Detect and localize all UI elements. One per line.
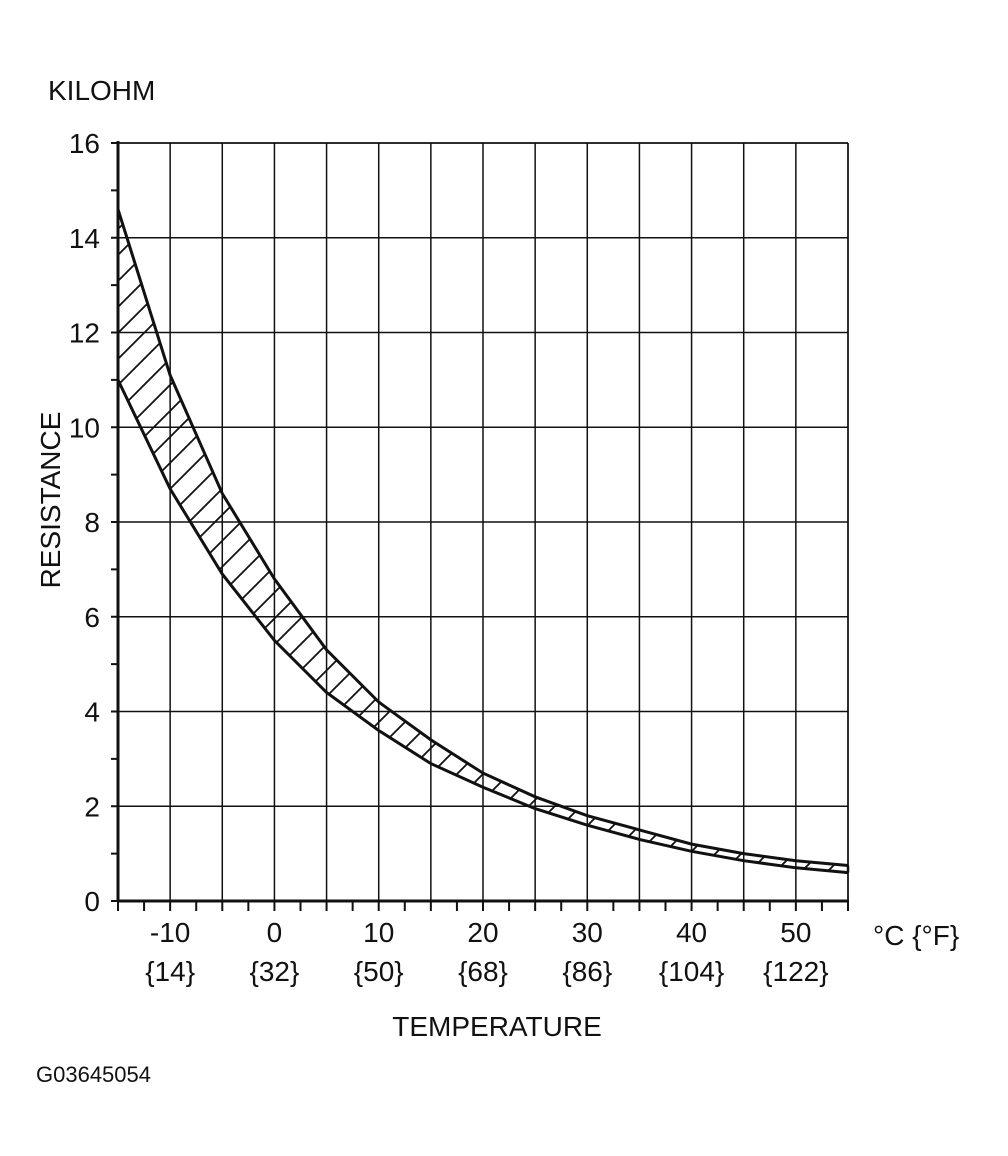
y-tick-label: 14 [69,223,100,254]
y-tick-label: 8 [84,507,100,538]
lower-bound-curve [116,379,849,875]
y-tick-label: 16 [69,128,100,159]
hatch-line [673,209,848,873]
upper-bound-curve [116,208,849,867]
hatch-line [335,209,848,873]
hatch-line [543,209,848,873]
hatch-line [127,209,848,873]
hatch-line [118,209,848,873]
hatch-line [309,209,848,873]
y-axis-title: RESISTANCE [35,412,66,589]
hatch-line [829,209,848,873]
hatch-line [621,209,848,873]
hatch-line [118,209,633,873]
y-tick-label: 4 [84,697,100,728]
x-tick-label-celsius: 50 [780,917,811,948]
x-tick-label-celsius: 40 [676,917,707,948]
x-tick-label-fahrenheit: {122} [763,956,828,987]
hatch-line [777,209,848,873]
hatch-line [118,209,841,873]
x-tick-label-celsius: 30 [572,917,603,948]
hatch-line [361,209,848,873]
x-tick-label-fahrenheit: {68} [458,956,508,987]
hatch-line [595,209,848,873]
hatch-line [118,209,451,873]
hatch-line [283,209,848,873]
x-tick-label-celsius: 0 [267,917,283,948]
x-axis-title: TEMPERATURE [392,1011,602,1042]
x-tick-label-celsius: 10 [363,917,394,948]
hatch-line [856,1,1008,921]
y-tick-labels: 0 2 4 6 8 10 12 14 16 [69,128,100,917]
x-tick-label-fahrenheit: {32} [249,956,299,987]
x-tick-label-celsius: -10 [150,917,190,948]
x-tick-label-fahrenheit: {104} [659,956,724,987]
x-tick-label-fahrenheit: {14} [145,956,195,987]
hatch-line [699,209,848,873]
hatch-line [387,209,848,873]
tolerance-band [116,1,1008,921]
hatch-line [465,209,848,873]
hatch-line [118,209,737,873]
hatch-line [934,1,1008,921]
hatch-line [118,209,685,873]
hatch-line [118,209,763,873]
y-tick-label: 6 [84,602,100,633]
figure-code: G03645054 [36,1062,151,1087]
hatch-line [257,209,848,873]
x-tick-label-celsius: 20 [467,917,498,948]
hatch-line [803,209,848,873]
hatch-line [491,209,848,873]
hatch-line [118,209,848,873]
hatch-line [986,1,1008,921]
hatch-line [118,209,848,873]
hatch-line [517,209,848,873]
y-tick-label: 2 [84,791,100,822]
hatch-line [118,209,848,873]
hatch-line [751,209,848,873]
y-tick-label: 0 [84,886,100,917]
hatch-line [118,209,848,873]
hatch-line [439,209,848,873]
hatch-line [960,1,1008,921]
axes [111,141,849,911]
y-tick-label: 10 [69,412,100,443]
hatch-line [153,209,848,873]
hatch-line [647,209,848,873]
hatch-line [118,209,711,873]
x-tick-label-fahrenheit: {86} [562,956,612,987]
hatch-line [118,209,848,873]
x-tick-label-fahrenheit: {50} [354,956,404,987]
y-unit-label: KILOHM [48,75,155,106]
hatch-line [118,209,659,873]
y-tick-label: 12 [69,318,100,349]
hatch-line [179,209,848,873]
hatch-line [118,209,848,873]
hatch-line [882,1,1008,921]
hatch-line [908,1,1008,921]
hatch-line [725,209,848,873]
hatch-line [118,209,217,873]
hatch-line [231,209,848,873]
x-tick-labels: -10 {14} 0 {32} 10 {50} 20 {68} 30 {86} 40 {104} 50 {… [145,917,828,987]
x-unit-label: °C {°F} [873,920,959,951]
hatch-line [569,209,848,873]
